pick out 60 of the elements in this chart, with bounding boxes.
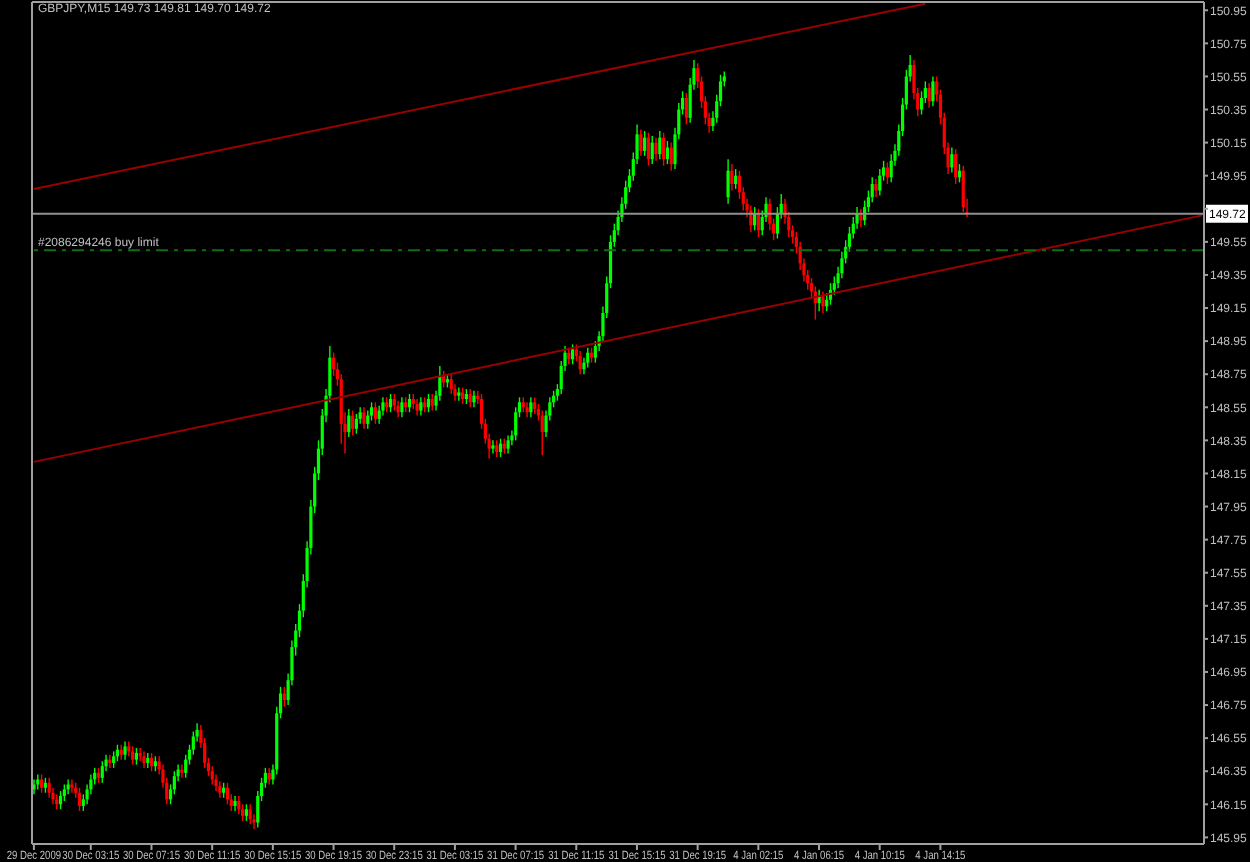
candlestick	[950, 146, 954, 174]
candlestick	[586, 347, 590, 369]
candlestick	[874, 178, 878, 198]
candlestick	[730, 163, 734, 192]
candlestick	[47, 777, 51, 799]
candlestick	[449, 373, 453, 395]
candlestick	[878, 168, 882, 197]
candlestick	[127, 740, 131, 758]
candlestick	[351, 409, 355, 437]
candlestick	[400, 396, 404, 418]
candlestick	[931, 75, 935, 107]
candlestick	[662, 131, 666, 167]
candlestick	[506, 434, 510, 455]
candlestick	[180, 763, 184, 779]
candlestick	[123, 740, 127, 761]
candlestick	[529, 396, 533, 418]
candlestick	[457, 386, 461, 402]
candlestick	[377, 404, 381, 425]
candlestick	[684, 92, 688, 126]
candlestick	[66, 778, 70, 796]
candlestick	[646, 131, 651, 167]
candlestick	[650, 135, 654, 165]
candlestick	[366, 409, 370, 430]
candlestick	[654, 136, 658, 162]
candlestick	[172, 770, 176, 796]
candlestick	[233, 795, 237, 812]
candlestick	[885, 161, 889, 185]
candlestick	[578, 350, 582, 375]
candlestick	[540, 409, 544, 456]
candlestick	[282, 686, 286, 708]
candlestick	[131, 745, 135, 766]
candlestick	[237, 795, 241, 815]
candlestick	[210, 765, 214, 786]
candlestick	[362, 406, 366, 430]
candlestick	[100, 760, 104, 784]
candlestick	[419, 396, 423, 417]
candlestick	[70, 778, 74, 794]
candlestick	[658, 130, 662, 160]
candlestick	[726, 158, 730, 205]
candlestick	[643, 130, 647, 157]
candlestick	[639, 128, 643, 157]
candlestick	[525, 401, 529, 418]
candlestick	[734, 168, 738, 190]
candlestick	[32, 778, 36, 796]
candlestick	[184, 753, 188, 779]
candlestick	[961, 165, 965, 213]
candlestick	[491, 439, 495, 455]
candlestick	[85, 783, 89, 805]
candlestick	[927, 82, 931, 109]
candlestick	[954, 148, 958, 185]
candlestick	[373, 401, 377, 425]
candlestick	[89, 773, 93, 796]
candlestick	[821, 290, 825, 314]
candlestick	[468, 388, 472, 408]
candlestick	[381, 396, 385, 417]
candlestick	[669, 141, 673, 172]
candlestick	[369, 401, 374, 422]
candlestick	[347, 408, 351, 438]
candlestick	[248, 803, 252, 825]
candlestick	[354, 413, 358, 435]
